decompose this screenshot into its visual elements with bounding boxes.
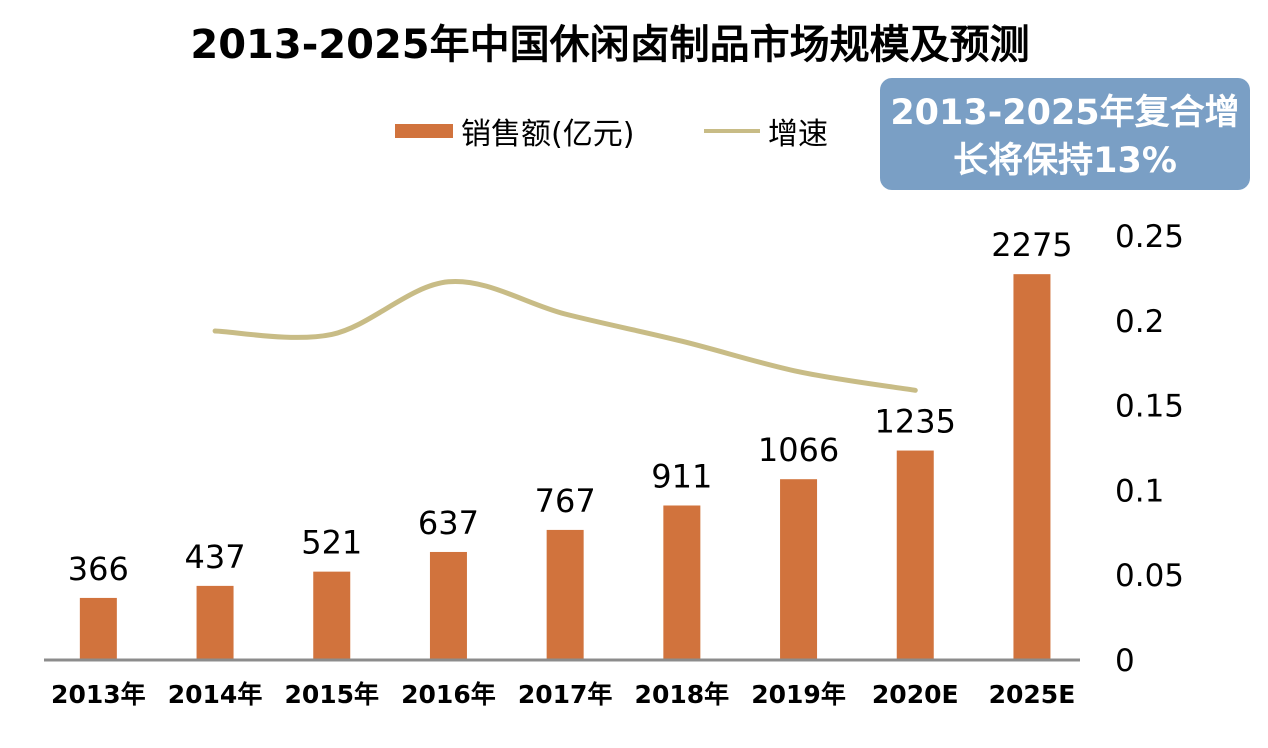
bar-value-labels: 366 437 521 637 767 911 1066 1235 2275 [68, 226, 1073, 588]
legend-line-label: 增速 [768, 117, 828, 152]
x-axis-ticks: 2013年 2014年 2015年 2016年 2017年 2018年 2019年 2020E… [51, 680, 1075, 709]
x-tick-label: 2016年 [401, 680, 496, 709]
y-tick-label: 0.05 [1115, 558, 1184, 594]
y-tick-label: 0.15 [1115, 389, 1184, 425]
x-tick-label: 2019年 [751, 680, 846, 709]
chart-title: 2013-2025年中国休闲卤制品市场规模及预测 [190, 22, 1029, 68]
bar-series [79, 274, 1051, 660]
bar [1013, 274, 1051, 660]
bar-value-label: 366 [68, 550, 129, 588]
x-tick-label: 2020E [872, 680, 959, 709]
bar [663, 505, 701, 660]
bar-value-label: 521 [301, 524, 362, 562]
x-tick-label: 2014年 [168, 680, 263, 709]
y-tick-label: 0.25 [1115, 219, 1184, 255]
x-tick-label: 2018年 [635, 680, 730, 709]
bar-value-label: 2275 [991, 226, 1072, 264]
callout-box [880, 78, 1250, 190]
legend: 销售额(亿元) 增速 [395, 117, 828, 152]
callout-line-1: 2013-2025年复合增 [890, 93, 1239, 133]
bar-value-label: 767 [535, 482, 596, 520]
x-tick-label: 2015年 [284, 680, 379, 709]
legend-bar-swatch [395, 124, 453, 138]
y-tick-label: 0.2 [1115, 304, 1164, 340]
bar [546, 529, 584, 660]
bar-value-label: 911 [651, 457, 712, 495]
bar-value-label: 1066 [758, 431, 839, 469]
x-tick-label: 2017年 [518, 680, 613, 709]
legend-bar-label: 销售额(亿元) [461, 117, 634, 152]
bar-value-label: 1235 [875, 403, 956, 441]
bar [196, 585, 234, 660]
bar-value-label: 637 [418, 504, 479, 542]
y-tick-label: 0 [1115, 643, 1135, 679]
x-tick-label: 2013年 [51, 680, 146, 709]
growth-rate-line [212, 279, 918, 393]
y-tick-label: 0.1 [1115, 473, 1164, 509]
annotation-callout: 2013-2025年复合增 长将保持13% [880, 78, 1250, 190]
bar [429, 551, 467, 660]
right-y-axis-ticks: 0 0.05 0.1 0.15 0.2 0.25 [1115, 219, 1184, 679]
growth-rate-points [214, 281, 916, 391]
bar [313, 571, 351, 660]
bar [79, 597, 117, 660]
bar [780, 479, 818, 660]
x-tick-label: 2025E [989, 680, 1076, 709]
callout-line-2: 长将保持13% [953, 141, 1177, 181]
bar [896, 450, 934, 660]
bar-value-label: 437 [185, 538, 246, 576]
